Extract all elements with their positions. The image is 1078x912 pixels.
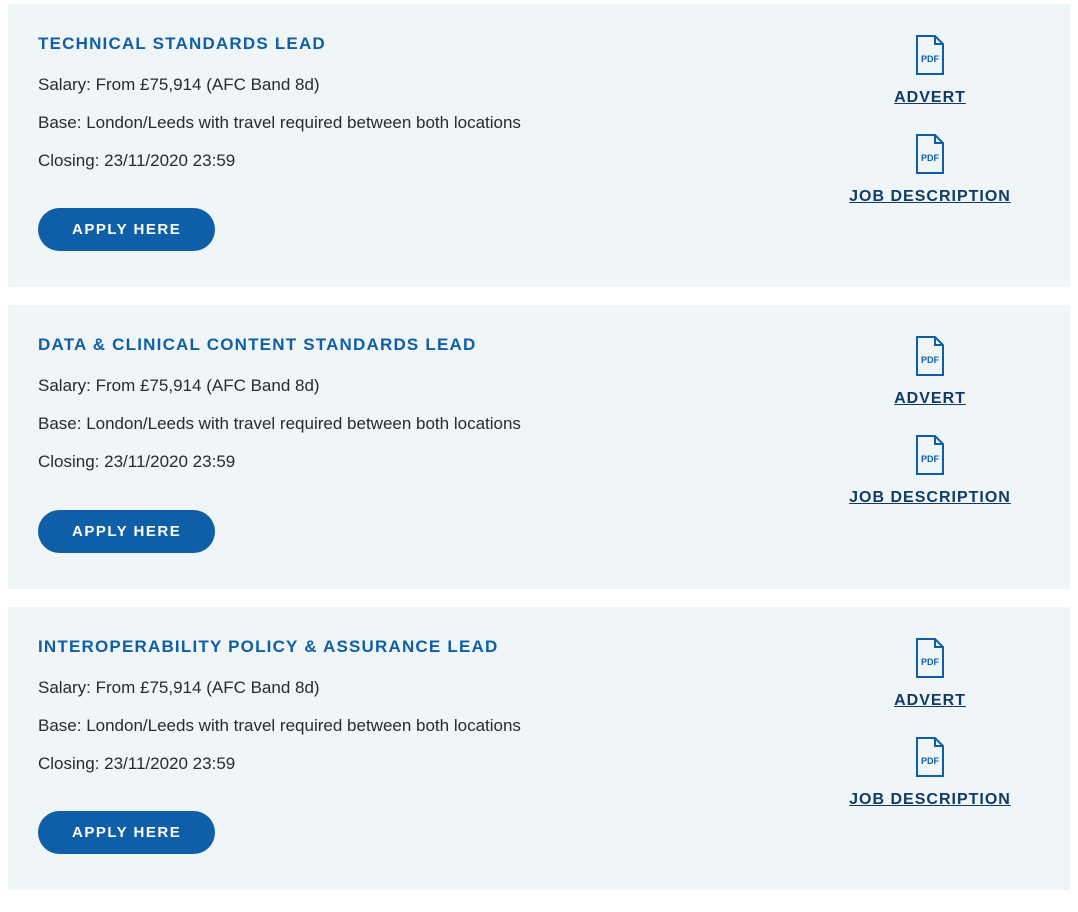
job-info: DATA & CLINICAL CONTENT STANDARDS LEAD S…	[38, 335, 820, 552]
job-title: TECHNICAL STANDARDS LEAD	[38, 34, 820, 54]
pdf-icon: PDF	[913, 34, 947, 89]
job-description-link[interactable]: PDF JOB DESCRIPTION	[849, 133, 1011, 206]
job-card: DATA & CLINICAL CONTENT STANDARDS LEAD S…	[8, 305, 1070, 588]
job-closing: Closing: 23/11/2020 23:59	[38, 150, 820, 172]
job-base: Base: London/Leeds with travel required …	[38, 715, 820, 737]
pdf-icon: PDF	[913, 637, 947, 692]
job-closing: Closing: 23/11/2020 23:59	[38, 451, 820, 473]
job-documents: PDF ADVERT PDF JOB DESCRIPTION	[820, 335, 1040, 507]
job-description-label: JOB DESCRIPTION	[849, 791, 1011, 809]
job-info: TECHNICAL STANDARDS LEAD Salary: From £7…	[38, 34, 820, 251]
svg-text:PDF: PDF	[921, 756, 940, 766]
pdf-icon: PDF	[913, 736, 947, 791]
apply-button[interactable]: APPLY HERE	[38, 510, 215, 553]
job-base: Base: London/Leeds with travel required …	[38, 112, 820, 134]
job-description-label: JOB DESCRIPTION	[849, 188, 1011, 206]
svg-text:PDF: PDF	[921, 355, 940, 365]
svg-text:PDF: PDF	[921, 54, 940, 64]
svg-text:PDF: PDF	[921, 657, 940, 667]
advert-link[interactable]: PDF ADVERT	[894, 335, 966, 408]
advert-label: ADVERT	[894, 692, 966, 710]
job-card: INTEROPERABILITY POLICY & ASSURANCE LEAD…	[8, 607, 1070, 890]
advert-link[interactable]: PDF ADVERT	[894, 34, 966, 107]
pdf-icon: PDF	[913, 133, 947, 188]
job-closing: Closing: 23/11/2020 23:59	[38, 753, 820, 775]
advert-link[interactable]: PDF ADVERT	[894, 637, 966, 710]
job-description-link[interactable]: PDF JOB DESCRIPTION	[849, 434, 1011, 507]
pdf-icon: PDF	[913, 335, 947, 390]
job-salary: Salary: From £75,914 (AFC Band 8d)	[38, 74, 820, 96]
job-salary: Salary: From £75,914 (AFC Band 8d)	[38, 677, 820, 699]
advert-label: ADVERT	[894, 390, 966, 408]
pdf-icon: PDF	[913, 434, 947, 489]
job-title: INTEROPERABILITY POLICY & ASSURANCE LEAD	[38, 637, 820, 657]
advert-label: ADVERT	[894, 89, 966, 107]
apply-button[interactable]: APPLY HERE	[38, 811, 215, 854]
job-documents: PDF ADVERT PDF JOB DESCRIPTION	[820, 34, 1040, 206]
job-description-label: JOB DESCRIPTION	[849, 489, 1011, 507]
job-info: INTEROPERABILITY POLICY & ASSURANCE LEAD…	[38, 637, 820, 854]
svg-text:PDF: PDF	[921, 153, 940, 163]
job-base: Base: London/Leeds with travel required …	[38, 413, 820, 435]
job-card: TECHNICAL STANDARDS LEAD Salary: From £7…	[8, 4, 1070, 287]
job-description-link[interactable]: PDF JOB DESCRIPTION	[849, 736, 1011, 809]
job-salary: Salary: From £75,914 (AFC Band 8d)	[38, 375, 820, 397]
job-title: DATA & CLINICAL CONTENT STANDARDS LEAD	[38, 335, 820, 355]
svg-text:PDF: PDF	[921, 454, 940, 464]
job-documents: PDF ADVERT PDF JOB DESCRIPTION	[820, 637, 1040, 809]
apply-button[interactable]: APPLY HERE	[38, 208, 215, 251]
